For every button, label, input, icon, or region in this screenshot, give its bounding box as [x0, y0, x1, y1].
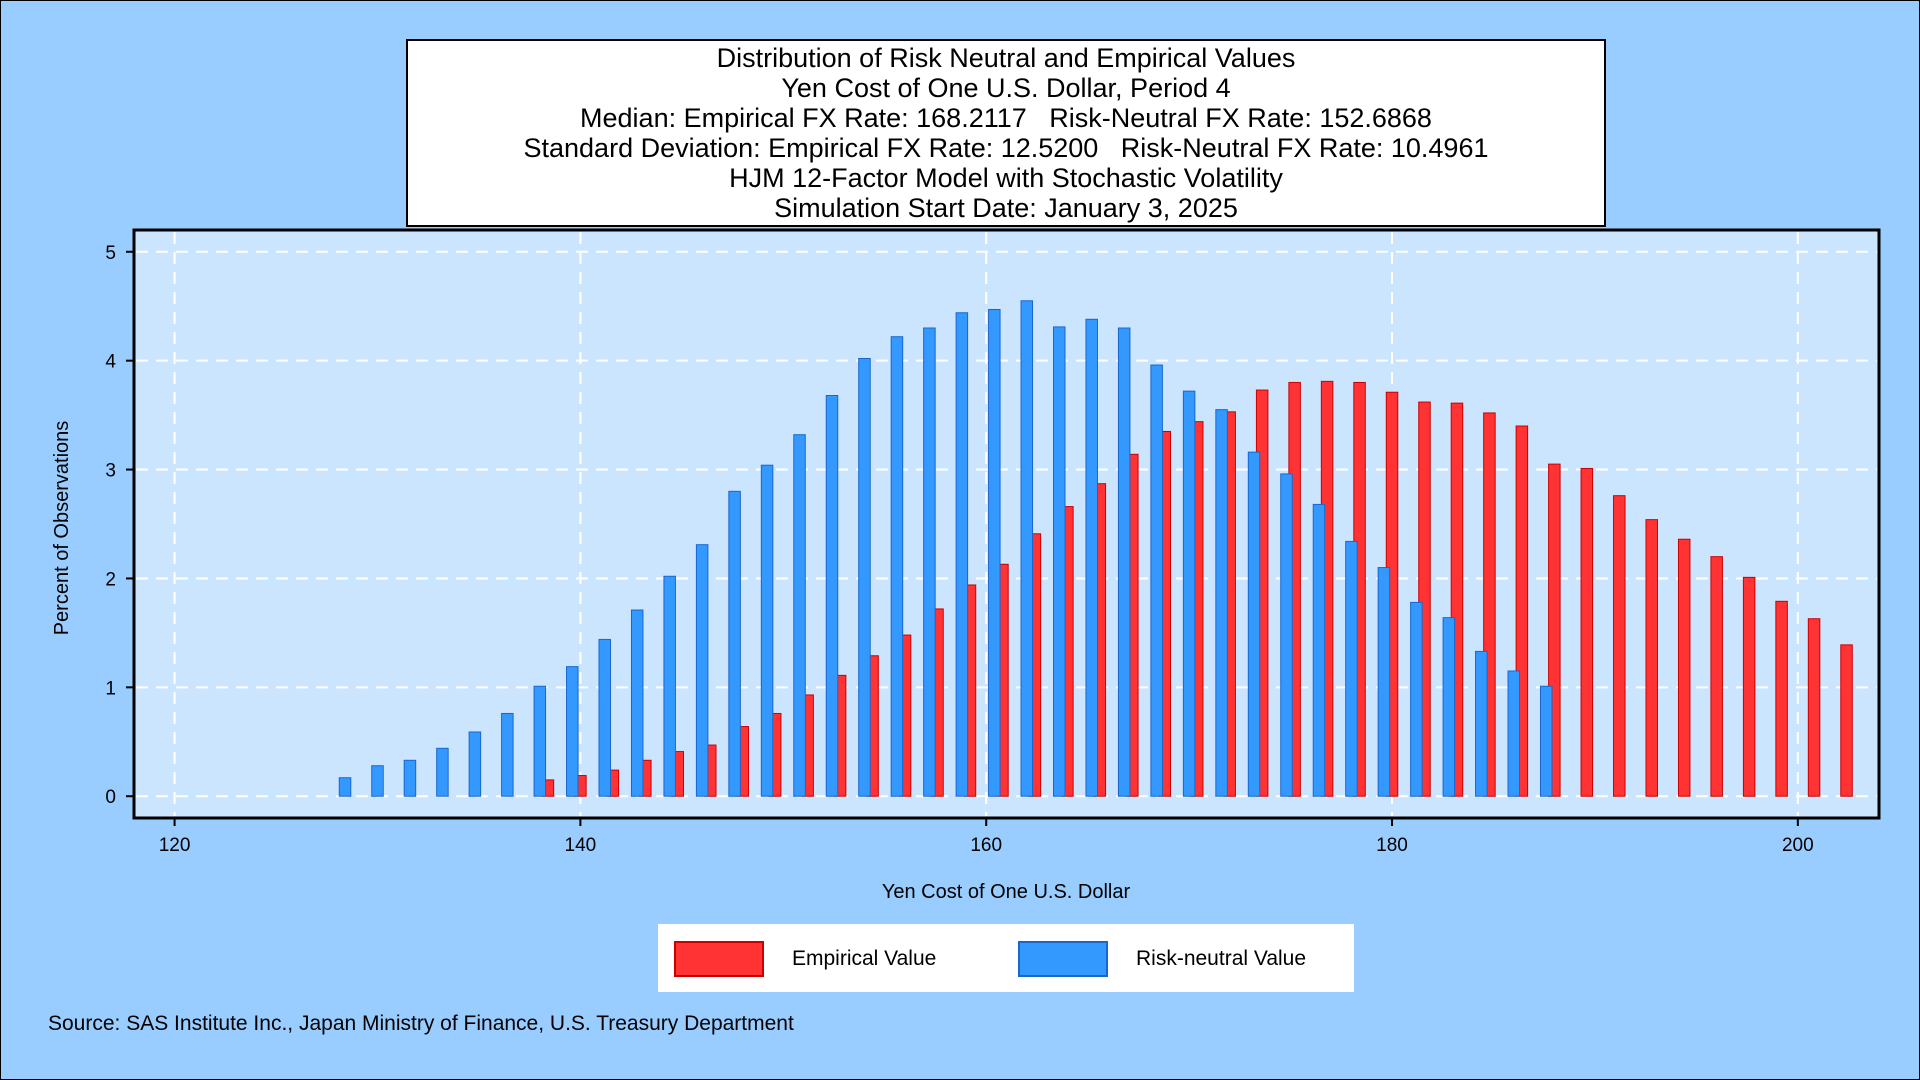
risk-neutral-bars [338, 300, 1553, 797]
empirical-bar [1548, 463, 1561, 797]
title-line-2: Yen Cost of One U.S. Dollar, Period 4 [781, 73, 1231, 103]
risk-neutral-bar [663, 575, 676, 797]
y-axis-title: Percent of Observations [51, 421, 73, 636]
title-line-3: Median: Empirical FX Rate: 168.2117 Risk… [580, 103, 1432, 133]
risk-neutral-bar [1020, 300, 1034, 797]
empirical-bar [1742, 576, 1756, 797]
title-line-1: Distribution of Risk Neutral and Empiric… [716, 43, 1296, 73]
empirical-bar [1677, 538, 1691, 797]
title-line-5: HJM 12-Factor Model with Stochastic Vola… [729, 163, 1283, 193]
empirical-bar [1807, 618, 1821, 797]
risk-neutral-bar [630, 609, 644, 797]
risk-neutral-bar [1410, 601, 1423, 797]
y-tick-label: 0 [105, 787, 116, 808]
risk-neutral-bar [1085, 318, 1098, 797]
empirical-bar [1840, 644, 1853, 797]
risk-neutral-bar [338, 777, 352, 797]
y-axis: 0 1 2 3 4 5 [105, 243, 134, 808]
risk-neutral-bar [923, 327, 936, 797]
x-tick-label: 140 [565, 835, 597, 856]
risk-neutral-bar [825, 395, 839, 797]
chart-title-box: Distribution of Risk Neutral and Empiric… [406, 39, 1606, 227]
risk-neutral-bar [1182, 390, 1196, 797]
risk-neutral-bar [760, 464, 774, 797]
risk-neutral-bar [1442, 617, 1456, 797]
empirical-bar [1483, 412, 1496, 797]
y-tick-label: 2 [105, 569, 116, 590]
risk-neutral-bar [793, 434, 806, 797]
empirical-bar [1775, 600, 1788, 797]
empirical-bar [1645, 519, 1658, 797]
risk-neutral-bar [1312, 503, 1326, 797]
risk-neutral-bar [890, 336, 904, 797]
risk-neutral-bar [728, 490, 741, 797]
title-line-6: Simulation Start Date: January 3, 2025 [774, 193, 1238, 223]
risk-neutral-bar [371, 765, 384, 797]
risk-neutral-bar [1377, 567, 1391, 797]
empirical-bar [1580, 467, 1594, 797]
legend-label-empirical: Empirical Value [792, 947, 937, 970]
x-tick-label: 160 [970, 835, 1002, 856]
y-tick-label: 1 [105, 678, 116, 699]
x-axis-title: Yen Cost of One U.S. Dollar [882, 881, 1131, 903]
risk-neutral-bar [1539, 685, 1553, 797]
empirical-bar [1450, 402, 1464, 797]
y-tick-label: 3 [105, 461, 116, 482]
risk-neutral-bar [1117, 327, 1131, 797]
y-tick-label: 5 [105, 243, 116, 264]
legend-label-risk-neutral: Risk-neutral Value [1136, 947, 1307, 970]
x-tick-label: 180 [1376, 835, 1408, 856]
x-axis: 120 140 160 180 200 [159, 818, 1814, 856]
empirical-bar [1710, 556, 1723, 797]
empirical-bars [541, 380, 1853, 797]
empirical-bar [1613, 495, 1626, 797]
risk-neutral-bar [1507, 670, 1521, 797]
risk-neutral-bar [436, 747, 449, 797]
title-line-4: Standard Deviation: Empirical FX Rate: 1… [523, 133, 1489, 163]
risk-neutral-bar [1215, 409, 1228, 797]
risk-neutral-bar [1053, 326, 1066, 797]
risk-neutral-bar [533, 685, 547, 797]
risk-neutral-bar [988, 308, 1001, 797]
risk-neutral-bar [501, 712, 514, 797]
x-tick-label: 120 [159, 835, 191, 856]
risk-neutral-bar [566, 666, 579, 797]
legend: Empirical Value Risk-neutral Value [658, 924, 1354, 992]
legend-swatch-risk-neutral [1018, 941, 1108, 977]
risk-neutral-bar [858, 357, 871, 797]
x-tick-label: 200 [1782, 835, 1814, 856]
empirical-bar [1515, 425, 1529, 797]
empirical-bar [1418, 401, 1431, 797]
source-note: Source: SAS Institute Inc., Japan Minist… [48, 1012, 794, 1035]
risk-neutral-bar [1247, 451, 1261, 797]
risk-neutral-bar [1280, 473, 1293, 797]
risk-neutral-bar [1345, 540, 1358, 797]
risk-neutral-bar [955, 312, 969, 797]
risk-neutral-bar [403, 759, 417, 797]
risk-neutral-bar [1150, 364, 1163, 797]
risk-neutral-bar [695, 544, 709, 797]
legend-swatch-empirical [674, 941, 764, 977]
risk-neutral-bar [598, 638, 611, 797]
y-tick-label: 4 [105, 352, 116, 373]
risk-neutral-bar [1475, 650, 1488, 797]
risk-neutral-bar [468, 731, 482, 797]
